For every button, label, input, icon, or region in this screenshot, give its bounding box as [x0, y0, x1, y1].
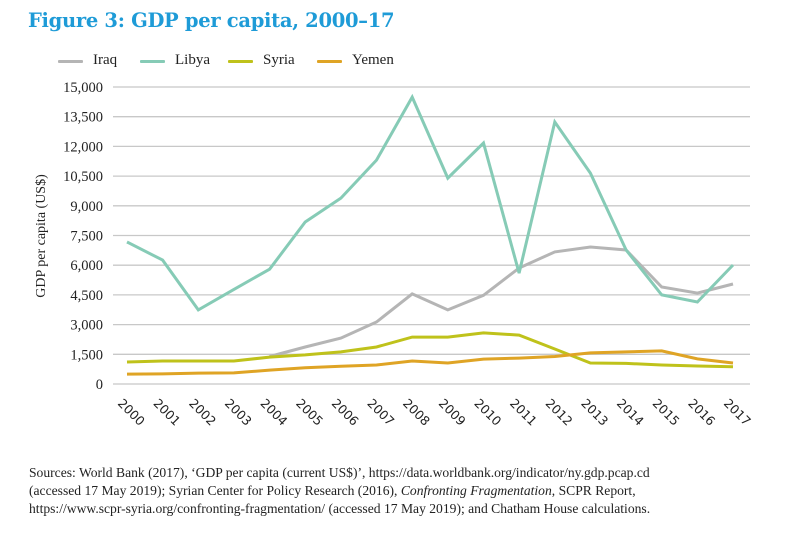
x-tick-label: 2009 [436, 396, 469, 429]
x-tick-label: 2011 [507, 396, 540, 429]
x-tick-label: 2017 [721, 396, 754, 429]
x-tick-label: 2016 [685, 396, 718, 429]
x-tick-label: 2001 [151, 396, 184, 429]
y-tick-label: 0 [96, 377, 103, 393]
y-tick-label: 7,500 [70, 229, 103, 245]
sources-line-2-a: (accessed 17 May 2019); Syrian Center fo… [29, 483, 401, 498]
x-tick-label: 2012 [543, 396, 576, 429]
x-tick-label: 2010 [471, 396, 504, 429]
x-tick-label: 2014 [614, 396, 647, 429]
y-tick-label: 3,000 [70, 318, 103, 334]
x-tick-label: 2002 [186, 396, 219, 429]
legend-swatch-yemen [317, 60, 342, 63]
figure-title: Figure 3: GDP per capita, 2000–17 [28, 9, 395, 32]
legend: Iraq Libya Syria Yemen [0, 51, 785, 71]
y-tick-label: 12,000 [63, 139, 103, 155]
series-line-syria [126, 331, 734, 369]
legend-label-syria: Syria [263, 52, 295, 68]
series-lines [126, 93, 735, 376]
x-tick-label: 2007 [364, 396, 397, 429]
y-tick-label: 4,500 [70, 288, 103, 304]
y-tick-label: 15,000 [63, 80, 103, 96]
legend-label-libya: Libya [175, 52, 210, 68]
line-chart: 0 1,500 3,000 4,500 6,000 7,500 9,000 10,500 12,… [34, 80, 754, 429]
legend-label-iraq: Iraq [93, 52, 118, 68]
x-tick-label: 2015 [650, 396, 683, 429]
y-axis-ticks: 0 1,500 3,000 4,500 6,000 7,500 9,000 10,500 12,… [63, 80, 103, 393]
legend-swatch-syria [228, 60, 253, 63]
legend-swatch-iraq [58, 60, 83, 63]
y-tick-label: 1,500 [70, 347, 103, 363]
y-tick-label: 10,500 [63, 169, 103, 185]
x-tick-label: 2006 [329, 396, 362, 429]
x-tick-label: 2000 [115, 396, 148, 429]
series-line-yemen [126, 349, 734, 376]
x-tick-label: 2004 [257, 396, 290, 429]
sources-line-1: Sources: World Bank (2017), ‘GDP per cap… [29, 465, 650, 480]
x-tick-label: 2005 [293, 396, 326, 429]
sources-line-2-b: , SCPR Report, [551, 483, 636, 498]
gridlines [113, 86, 750, 385]
y-tick-label: 6,000 [70, 258, 103, 274]
y-axis-label: GDP per capita (US$) [34, 174, 49, 298]
sources-line-2: (accessed 17 May 2019); Syrian Center fo… [29, 482, 769, 500]
series-line-iraq [269, 245, 734, 358]
sources-report-title: Confronting Fragmentation [400, 483, 552, 498]
x-tick-label: 2008 [400, 396, 433, 429]
series-line-libya [126, 93, 735, 312]
y-tick-label: 9,000 [70, 199, 103, 215]
legend-label-yemen: Yemen [352, 52, 394, 68]
sources-line-3: https://www.scpr-syria.org/confronting-f… [29, 501, 651, 516]
x-tick-label: 2003 [222, 396, 255, 429]
x-axis-ticks: 2000 2001 2002 2003 2004 2005 2006 2007 2008 2009… [115, 396, 754, 429]
legend-swatch-libya [140, 60, 165, 63]
sources-note: Sources: World Bank (2017), ‘GDP per cap… [29, 464, 769, 518]
x-tick-label: 2013 [578, 396, 611, 429]
y-tick-label: 13,500 [63, 110, 103, 126]
